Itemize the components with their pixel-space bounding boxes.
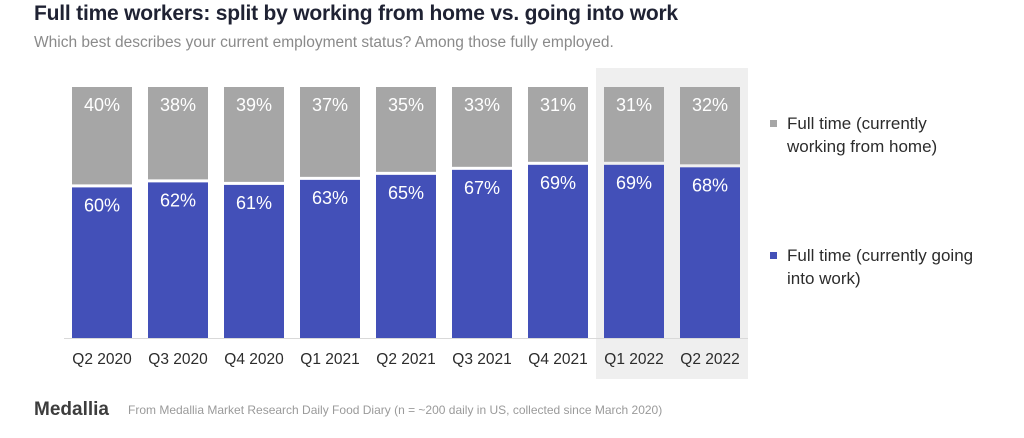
data-label-wfh-q1-2022: 31%: [616, 95, 652, 115]
data-label-wfh-q4-2020: 39%: [236, 95, 272, 115]
bar-office-q1-2021: [300, 179, 360, 338]
bar-wfh-q2-2022: [680, 87, 740, 165]
chart-subtitle: Which best describes your current employ…: [34, 34, 614, 51]
data-label-office-q3-2021: 67%: [464, 178, 500, 198]
bar-office-q3-2021: [452, 169, 512, 338]
x-tick-label-q1-2021: Q1 2021: [300, 351, 359, 368]
bar-wfh-q1-2021: [300, 87, 360, 177]
legend-item-wfh: Full time (currently working from home): [770, 112, 987, 158]
legend-item-office: Full time (currently going into work): [770, 244, 987, 290]
x-tick-label-q4-2020: Q4 2020: [224, 351, 284, 368]
bar-office-q2-2022: [680, 167, 740, 338]
x-tick-label-q3-2020: Q3 2020: [148, 351, 208, 368]
data-label-office-q2-2020: 60%: [84, 195, 120, 215]
x-tick-label-q2-2021: Q2 2021: [376, 351, 435, 368]
bar-wfh-q4-2020: [224, 87, 284, 182]
medallia-logo: Medallia: [34, 399, 109, 420]
x-tick-label-q3-2021: Q3 2021: [452, 351, 511, 368]
data-label-office-q4-2020: 61%: [236, 193, 272, 213]
legend-label-wfh: Full time (currently working from home): [787, 114, 938, 156]
bar-wfh-q3-2020: [148, 87, 208, 180]
data-label-office-q1-2022: 69%: [616, 173, 652, 193]
data-label-office-q2-2022: 68%: [692, 175, 728, 195]
data-label-office-q4-2021: 69%: [540, 173, 576, 193]
x-tick-label-q4-2021: Q4 2021: [528, 351, 587, 368]
legend-label-office: Full time (currently going into work): [787, 246, 974, 288]
x-tick-label-q2-2020: Q2 2020: [72, 351, 132, 368]
data-label-wfh-q1-2021: 37%: [312, 95, 348, 115]
bar-wfh-q2-2021: [376, 87, 436, 172]
legend-swatch-office: [770, 252, 777, 259]
bar-wfh-q4-2021: [528, 87, 588, 162]
x-tick-label-q2-2022: Q2 2022: [680, 351, 739, 368]
data-label-office-q2-2021: 65%: [388, 183, 424, 203]
data-label-wfh-q2-2020: 40%: [84, 95, 120, 115]
data-label-office-q1-2021: 63%: [312, 188, 348, 208]
source-note: From Medallia Market Research Daily Food…: [128, 403, 663, 417]
data-label-wfh-q2-2022: 32%: [692, 95, 728, 115]
chart-title: Full time workers: split by working from…: [34, 2, 678, 25]
bar-office-q4-2021: [528, 164, 588, 338]
bar-office-q2-2020: [72, 187, 132, 338]
data-label-wfh-q3-2021: 33%: [464, 95, 500, 115]
x-tick-label-q1-2022: Q1 2022: [604, 351, 663, 368]
bar-office-q2-2021: [376, 174, 436, 338]
bar-wfh-q2-2020: [72, 87, 132, 185]
bar-wfh-q3-2021: [452, 87, 512, 167]
data-label-wfh-q2-2021: 35%: [388, 95, 424, 115]
legend-swatch-wfh: [770, 120, 777, 127]
bar-wfh-q1-2022: [604, 87, 664, 162]
bar-office-q3-2020: [148, 182, 208, 338]
bar-office-q4-2020: [224, 184, 284, 338]
data-label-wfh-q3-2020: 38%: [160, 95, 196, 115]
data-label-wfh-q4-2021: 31%: [540, 95, 576, 115]
data-label-office-q3-2020: 62%: [160, 190, 196, 210]
bar-office-q1-2022: [604, 164, 664, 338]
